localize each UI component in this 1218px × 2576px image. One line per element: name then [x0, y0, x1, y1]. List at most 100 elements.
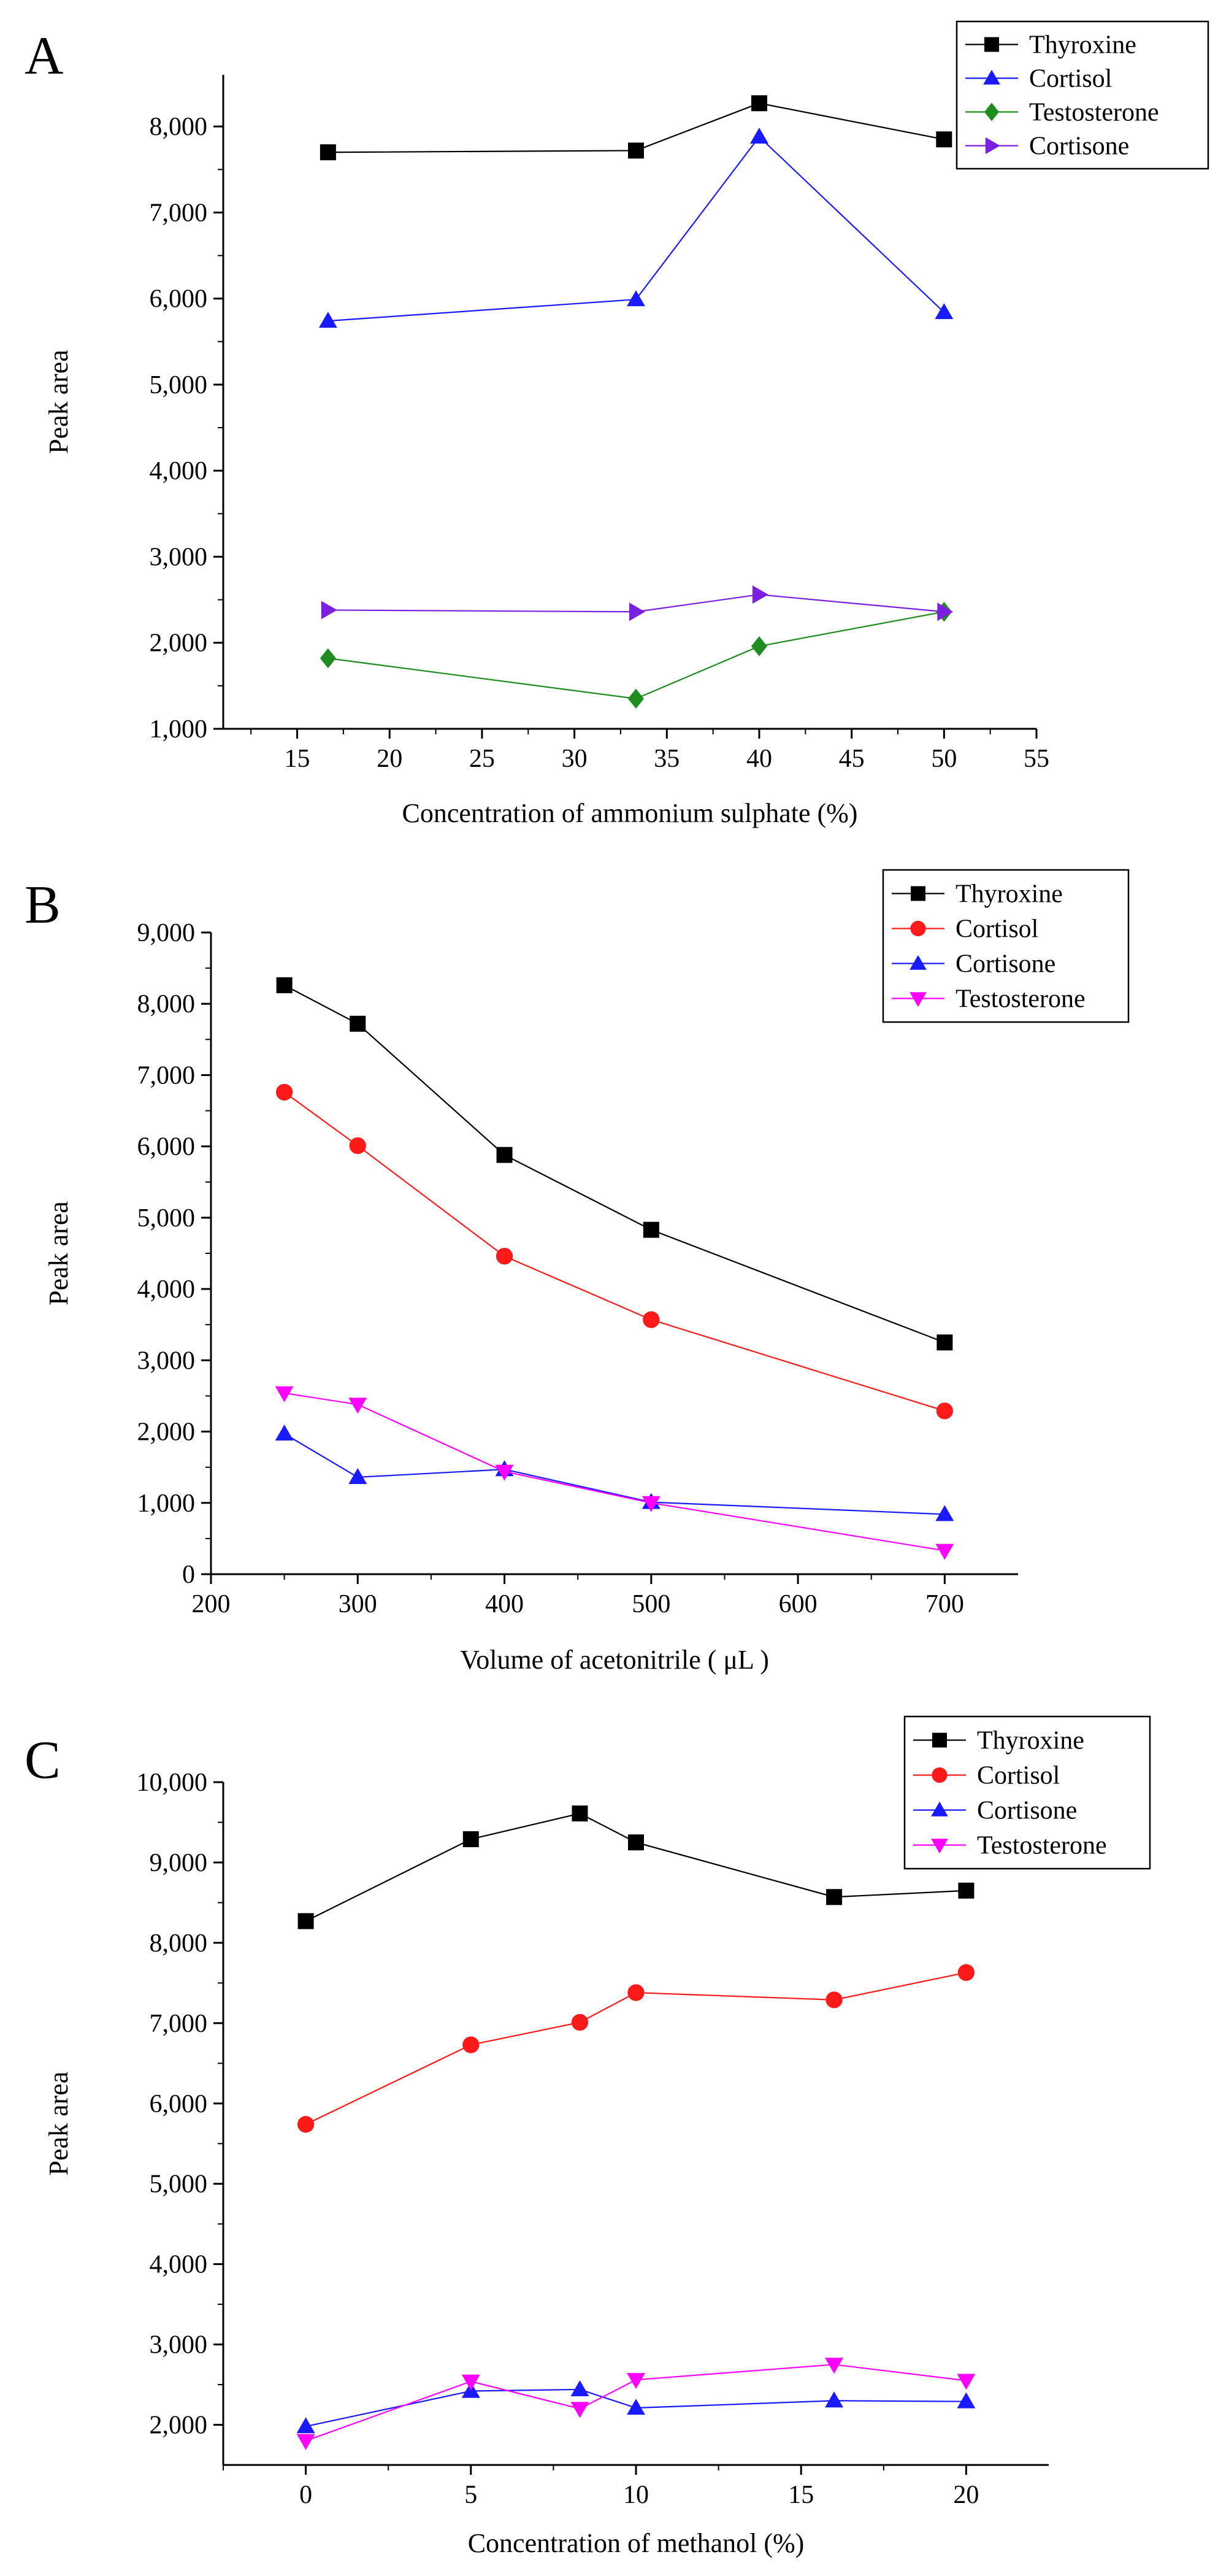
x-tick-label: 20: [953, 2481, 979, 2509]
legend-marker: [932, 1767, 948, 1783]
data-point-cortisol: [571, 2013, 589, 2031]
data-point-testosterone: [275, 1386, 294, 1402]
x-tick-label: 500: [632, 1590, 670, 1618]
data-point-thyroxine: [936, 1334, 953, 1351]
legend-label: Thyroxine: [1029, 31, 1136, 60]
data-point-thyroxine: [276, 977, 293, 994]
data-point-cortisol: [297, 2116, 315, 2133]
x-tick-label: 20: [377, 745, 402, 773]
y-tick-label: 2,000: [150, 629, 208, 658]
x-tick-label: 10: [623, 2481, 649, 2509]
x-tick-label: 15: [788, 2481, 814, 2509]
data-point-cortisone: [570, 2380, 589, 2396]
legend-marker: [911, 886, 925, 901]
legend-marker: [910, 992, 927, 1007]
legend-label: Cortisol: [1029, 65, 1112, 93]
panel-c: C 2,000 3,000 4,000 5,000 6,000 7,000 8,000 9,0…: [25, 1715, 1151, 2558]
series-line-cortisone: [305, 2388, 967, 2428]
y-tick-label: 4,000: [137, 1275, 196, 1304]
data-point-cortisol: [318, 312, 337, 328]
data-point-cortisone: [275, 1424, 294, 1441]
data-point-cortisone: [752, 585, 768, 604]
x-tick-label: 15: [285, 745, 310, 773]
data-point-thyroxine: [320, 144, 336, 161]
data-point-cortisol: [957, 1964, 975, 1981]
y-tick-label: 8,000: [137, 990, 196, 1018]
series-line-cortisol: [327, 136, 945, 322]
legend-label: Cortisol: [956, 915, 1038, 944]
y-tick-label: 8,000: [150, 113, 208, 141]
data-point-thyroxine: [462, 1831, 479, 1847]
legend-label: Testosterone: [977, 1832, 1107, 1860]
panel-letter-a: A: [25, 26, 64, 86]
legend-label: Testosterone: [1029, 99, 1159, 127]
series-line-cortisone: [327, 594, 944, 613]
data-point-thyroxine: [628, 1834, 644, 1851]
x-tick-label: 600: [779, 1590, 818, 1618]
y-tick-label: 8,000: [150, 1929, 208, 1958]
legend-marker: [910, 920, 926, 937]
legend-label: Cortisol: [977, 1762, 1060, 1790]
legend-marker: [984, 37, 999, 52]
x-tick-label: 200: [192, 1590, 231, 1618]
x-tick-label: 25: [469, 745, 495, 773]
legend-label: Cortisone: [977, 1797, 1077, 1825]
legend-label: Cortisone: [956, 950, 1055, 978]
y-tick-label: 5,000: [137, 1204, 196, 1232]
y-axis-title: Peak area: [44, 2072, 74, 2176]
panel-letter-b: B: [25, 875, 61, 935]
legend-marker: [985, 137, 1000, 155]
data-point-testosterone: [627, 2373, 645, 2390]
data-point-cortisol: [936, 1402, 954, 1420]
data-point-thyroxine: [350, 1015, 366, 1032]
series-line-thyroxine: [305, 1812, 967, 1922]
panel-letter-c: C: [25, 1731, 61, 1790]
y-tick-label: 5,000: [150, 371, 208, 399]
legend-marker: [910, 955, 927, 970]
legend-label: Thyroxine: [956, 880, 1063, 909]
y-tick-label: 3,000: [150, 543, 208, 571]
y-tick-label: 6,000: [150, 2090, 208, 2118]
legend-marker: [931, 1839, 948, 1854]
legend-marker: [984, 102, 999, 121]
data-point-cortisone: [957, 2392, 976, 2409]
legend-label: Thyroxine: [977, 1727, 1084, 1755]
legend-label: Testosterone: [956, 985, 1086, 1013]
data-point-testosterone: [348, 1398, 367, 1414]
y-tick-label: 7,000: [150, 199, 208, 227]
y-tick-label: 7,000: [150, 2010, 208, 2038]
data-point-testosterone: [825, 2358, 843, 2374]
data-point-thyroxine: [627, 142, 644, 159]
y-tick-label: 1,000: [137, 1490, 196, 1518]
x-tick-label: 50: [931, 745, 957, 773]
y-tick-label: 6,000: [137, 1133, 196, 1161]
data-point-thyroxine: [572, 1805, 588, 1822]
panel-b: B 0 1,000 2,000 3,000 4,000 5,000 6,000 7,000 8,…: [25, 869, 1130, 1675]
x-tick-label: 45: [839, 745, 865, 773]
data-point-cortisol: [643, 1311, 660, 1328]
data-point-cortisone: [629, 602, 645, 621]
data-point-testosterone: [320, 648, 336, 669]
data-point-cortisone: [937, 602, 954, 621]
data-point-testosterone: [495, 1464, 514, 1481]
x-tick-label: 40: [746, 745, 772, 773]
data-point-testosterone: [461, 2374, 480, 2391]
data-point-testosterone: [627, 688, 644, 709]
series-line-thyroxine: [327, 102, 944, 153]
data-point-testosterone: [957, 2374, 976, 2390]
y-tick-label: 4,000: [150, 457, 208, 485]
y-tick-label: 5,000: [150, 2170, 208, 2199]
data-point-testosterone: [642, 1496, 661, 1512]
legend-marker: [932, 1732, 947, 1748]
data-point-thyroxine: [936, 131, 952, 148]
y-tick-label: 9,000: [150, 1849, 208, 1877]
data-point-cortisone: [627, 2399, 645, 2415]
data-point-testosterone: [935, 1544, 954, 1560]
y-axis-title: Peak area: [44, 350, 74, 454]
x-axis-title: Concentration of ammonium sulphate (%): [402, 798, 858, 828]
x-tick-label: 35: [654, 745, 680, 773]
y-tick-label: 7,000: [137, 1061, 196, 1090]
data-point-testosterone: [751, 636, 767, 656]
data-point-cortisol: [750, 128, 768, 144]
y-tick-label: 2,000: [150, 2412, 208, 2440]
